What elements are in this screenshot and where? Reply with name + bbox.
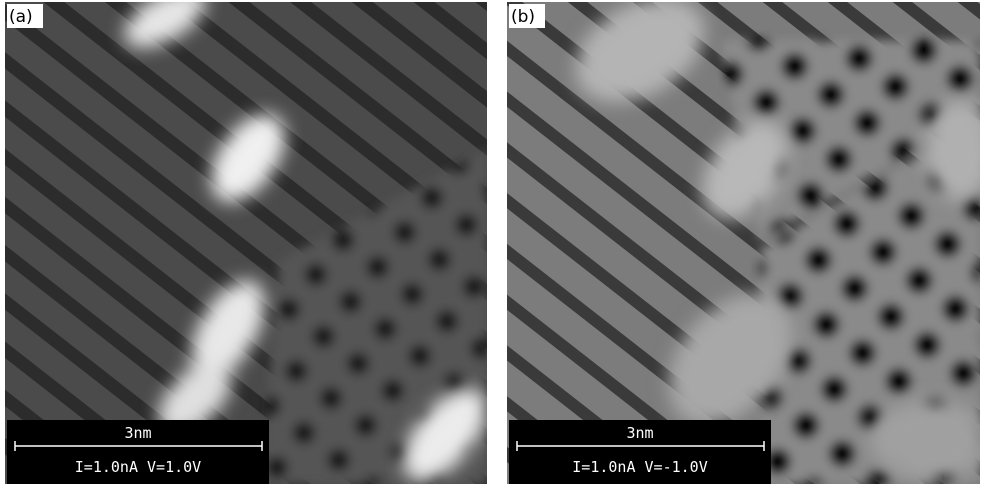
scale-label: 3nm [124,424,151,442]
label-box [7,4,43,28]
panel-label: (a) [9,7,33,27]
panel-a-image [5,2,487,484]
bright-region [702,120,788,220]
lattice-region [260,150,487,484]
bright-region [925,100,980,200]
scan-params: I=1.0nA V=1.0V [75,458,201,476]
scale-bar [516,441,765,451]
adatom [191,280,265,380]
panel-b-image [507,2,980,484]
lattice-region [760,120,980,484]
panel-label: (b) [511,7,535,27]
scale-box [509,420,771,484]
scale-box [7,420,269,484]
adatom [403,389,487,481]
adatom [124,2,206,48]
adatom [158,361,232,435]
bright-region [870,400,980,480]
adatom [211,114,285,202]
scan-params: I=1.0nA V=-1.0V [572,458,707,476]
lattice-region [720,40,980,240]
bright-region [668,294,792,426]
scale-label: 3nm [626,424,653,442]
label-box [509,4,545,28]
bright-region [575,2,705,103]
scale-bar [14,441,263,451]
